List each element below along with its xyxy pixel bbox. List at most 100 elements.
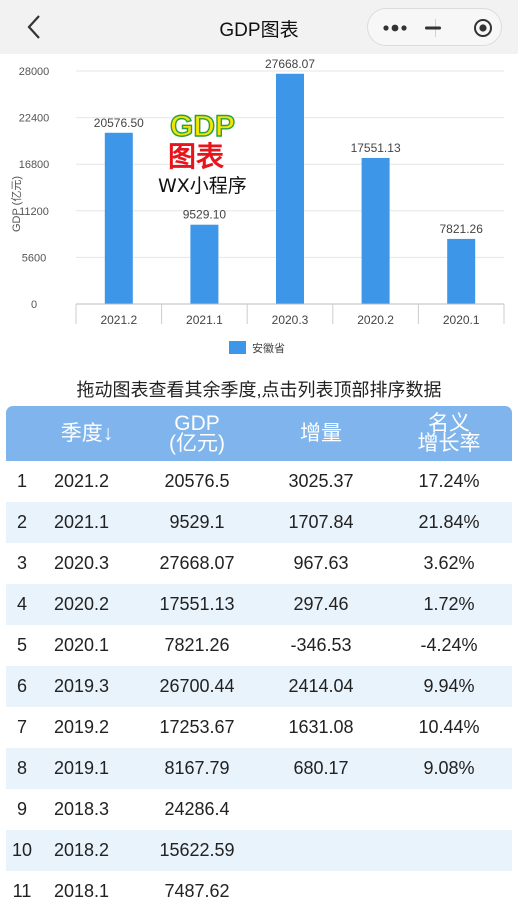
row-gdp: 17253.67: [159, 717, 235, 737]
row-index: 9: [16, 799, 27, 819]
table-row[interactable]: 8 2019.1 8167.79 680.17 9.08%: [6, 748, 512, 789]
bar: [447, 238, 476, 304]
bar-value-label: 7821.26: [440, 222, 484, 236]
row-increase: 967.63: [293, 553, 349, 573]
capsule-menu: [367, 8, 502, 46]
row-quarter: 2020.2: [54, 594, 110, 614]
bar-value-label: 9529.10: [183, 208, 227, 222]
gdp-logo-watermark: GDP 图表 WX小程序: [158, 110, 247, 197]
row-increase: 680.17: [293, 758, 349, 778]
y-axis-label: GDP (亿元): [10, 176, 23, 232]
watermark-wx: WX小程序: [158, 175, 247, 197]
row-rate: 9.94%: [423, 676, 475, 696]
row-gdp: 15622.59: [159, 840, 235, 860]
bar: [276, 73, 304, 304]
table-row[interactable]: 7 2019.2 17253.67 1631.08 10.44%: [6, 707, 512, 748]
table-row[interactable]: 5 2020.1 7821.26 -346.53 -4.24%: [6, 625, 512, 666]
minimize-icon[interactable]: [423, 18, 443, 38]
x-tick-label: 2020.1: [443, 313, 480, 327]
row-rate: 1.72%: [423, 594, 475, 614]
sort-gdp-header[interactable]: GDP (亿元): [138, 406, 256, 461]
row-index: 7: [16, 717, 27, 737]
row-quarter: 2018.3: [54, 799, 110, 819]
y-tick-label: 16800: [19, 159, 50, 171]
table-body: 1 2021.2 20576.5 3025.37 17.24% 2 2021.1 9529.1…: [6, 461, 512, 912]
row-gdp: 20576.5: [164, 471, 230, 491]
y-tick-label: 28000: [19, 66, 50, 78]
row-quarter: 2021.1: [54, 512, 110, 532]
row-quarter: 2020.3: [54, 553, 110, 573]
rate-header-label-2: 增长率: [417, 431, 481, 455]
row-increase: 1631.08: [288, 717, 354, 737]
bar-value-label: 20576.50: [94, 116, 144, 130]
row-rate: 21.84%: [418, 512, 480, 532]
table-row[interactable]: 11 2018.1 7487.62: [6, 871, 512, 912]
close-target-icon[interactable]: [473, 18, 493, 38]
y-tick-label: 11200: [19, 206, 49, 218]
chart-caption: 拖动图表查看其余季度,点击列表顶部排序数据: [76, 380, 442, 400]
row-index: 10: [11, 840, 33, 860]
back-chevron-icon[interactable]: [20, 12, 50, 42]
row-rate: [386, 789, 512, 830]
x-tick-label: 2020.3: [272, 313, 309, 327]
bar: [190, 224, 219, 304]
sort-rate-header[interactable]: 名义 增长率: [386, 406, 512, 461]
row-rate: -4.24%: [420, 635, 478, 655]
row-gdp: 27668.07: [159, 553, 235, 573]
x-tick-label: 2021.2: [100, 313, 137, 327]
row-increase: 2414.04: [288, 676, 354, 696]
more-dots-icon[interactable]: [380, 18, 410, 38]
row-rate: 9.08%: [423, 758, 475, 778]
row-rate: 3.62%: [423, 553, 475, 573]
row-index: 8: [16, 758, 27, 778]
row-quarter: 2018.1: [54, 881, 110, 901]
gdp-bar-chart[interactable]: GDP (亿元) 0 5600 11200 16800 22400 28000 20576…: [0, 54, 518, 366]
table-row[interactable]: 6 2019.3 26700.44 2414.04 9.94%: [6, 666, 512, 707]
bar-value-label: 27668.07: [265, 57, 315, 71]
x-tick-label: 2020.2: [357, 313, 394, 327]
y-tick-label: 22400: [19, 113, 50, 125]
table-row[interactable]: 4 2020.2 17551.13 297.46 1.72%: [6, 584, 512, 625]
sort-quarter-header[interactable]: 季度↓: [42, 406, 132, 461]
row-quarter: 2018.2: [54, 840, 110, 860]
gdp-table: 季度↓ GDP (亿元) 增量 名义 增长率 1 2021.2 20576.5 3025.…: [6, 406, 512, 912]
table-row[interactable]: 10 2018.2 15622.59: [6, 830, 512, 871]
table-header: 季度↓ GDP (亿元) 增量 名义 增长率: [6, 406, 512, 461]
row-index: 5: [16, 635, 27, 655]
page-title: GDP图表: [219, 20, 299, 41]
legend-label: 安徽省: [252, 341, 285, 355]
bar: [361, 157, 390, 304]
row-index: 4: [16, 594, 27, 614]
row-increase: 1707.84: [288, 512, 354, 532]
row-rate: [386, 871, 512, 912]
nav-bar: GDP图表: [0, 0, 518, 54]
row-index: 3: [16, 553, 27, 573]
row-quarter: 2019.1: [54, 758, 110, 778]
row-increase: 297.46: [293, 594, 349, 614]
table-row[interactable]: 3 2020.3 27668.07 967.63 3.62%: [6, 543, 512, 584]
row-quarter: 2020.1: [54, 635, 110, 655]
row-gdp: 17551.13: [159, 594, 235, 614]
y-tick-label: 0: [31, 299, 37, 311]
row-index: 6: [16, 676, 27, 696]
sort-increase-header[interactable]: 增量: [262, 406, 380, 461]
row-gdp: 8167.79: [164, 758, 230, 778]
watermark-chart: 图表: [168, 140, 224, 173]
row-rate: [386, 830, 512, 871]
row-increase: [262, 830, 380, 871]
table-row[interactable]: 2 2021.1 9529.1 1707.84 21.84%: [6, 502, 512, 543]
table-row[interactable]: 9 2018.3 24286.4: [6, 789, 512, 830]
bar: [104, 132, 133, 304]
row-quarter: 2021.2: [54, 471, 110, 491]
row-increase: [262, 789, 380, 830]
row-gdp: 7821.26: [164, 635, 230, 655]
row-increase: [262, 871, 380, 912]
rate-header-label-1: 名义: [428, 411, 470, 435]
row-gdp: 9529.1: [169, 512, 225, 532]
y-tick-label: 5600: [22, 252, 46, 264]
row-rate: 17.24%: [418, 471, 480, 491]
table-row[interactable]: 1 2021.2 20576.5 3025.37 17.24%: [6, 461, 512, 502]
legend-swatch: [229, 341, 246, 354]
row-increase: 3025.37: [288, 471, 354, 491]
bar-value-label: 17551.13: [351, 141, 401, 155]
